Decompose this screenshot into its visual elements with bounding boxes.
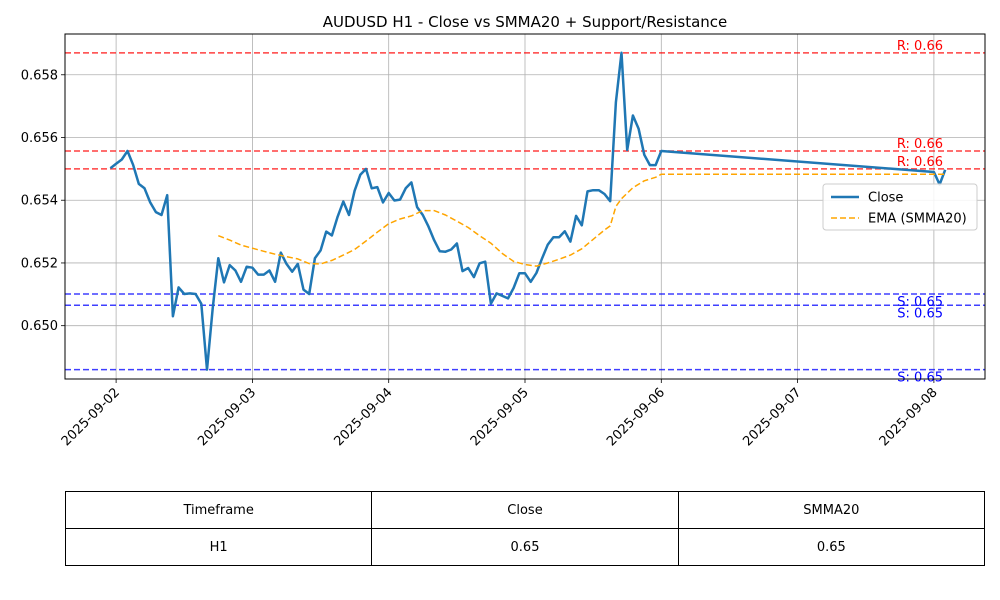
table-cell: H1 [64,528,373,566]
resistance-label: R: 0.66 [897,155,943,170]
table-header-cell: Close [371,491,679,529]
chart-title: AUDUSD H1 - Close vs SMMA20 + Support/Re… [323,13,728,31]
y-tick-label: 0.650 [21,319,58,334]
x-tick-label: 2025-09-05 [468,385,532,449]
resistance-label: R: 0.66 [897,39,943,54]
y-axis: 0.650 0.652 0.654 0.656 0.658 [21,68,65,334]
x-tick-label: 2025-09-03 [195,385,259,449]
legend-box [822,183,978,231]
summary-table: Timeframe Close SMMA20 H1 0.65 0.65 [64,491,986,566]
legend: Close EMA (SMMA20) [822,183,978,231]
table-header-row: Timeframe Close SMMA20 [64,491,986,529]
support-label: S: 0.65 [897,306,943,321]
table-header-cell: SMMA20 [677,491,986,529]
table-cell: 0.65 [677,528,986,566]
resistance-label: R: 0.66 [897,137,943,152]
support-resistance-lines [65,52,985,371]
support-label: S: 0.65 [897,371,943,386]
table-header-cell: Timeframe [64,491,373,529]
support-label: S: 0.65 [897,295,943,310]
x-tick-label: 2025-09-02 [59,385,123,449]
close-line [109,51,947,371]
legend-label: Close [868,191,903,206]
y-tick-label: 0.652 [21,256,58,271]
series-lines [109,51,947,371]
line-chart: AUDUSD H1 - Close vs SMMA20 + Support/Re… [21,13,986,449]
x-tick-label: 2025-09-08 [877,385,941,449]
x-tick-label: 2025-09-07 [740,385,804,449]
legend-label: EMA (SMMA20) [868,212,967,227]
table-row: H1 0.65 0.65 [64,528,986,566]
level-labels: R: 0.66R: 0.66R: 0.66S: 0.65S: 0.65S: 0.… [897,39,943,386]
x-tick-label: 2025-09-04 [331,385,395,449]
table-cell: 0.65 [371,528,679,566]
y-tick-label: 0.656 [21,131,58,146]
x-axis: 2025-09-02 2025-09-03 2025-09-04 2025-09-05… [59,379,941,449]
smma-line [218,173,946,267]
y-tick-label: 0.654 [21,194,58,209]
y-tick-label: 0.658 [21,68,58,83]
x-tick-label: 2025-09-06 [604,385,668,449]
